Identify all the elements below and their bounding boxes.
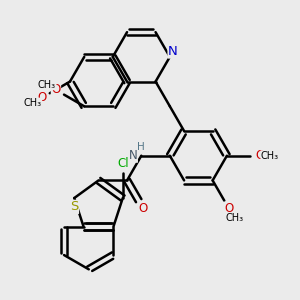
Text: CH₃: CH₃	[261, 151, 279, 161]
Text: CH₃: CH₃	[24, 98, 42, 108]
Text: N: N	[168, 45, 178, 58]
Text: H: H	[137, 142, 145, 152]
Text: O: O	[255, 149, 264, 162]
Text: Cl: Cl	[117, 157, 129, 170]
Text: N: N	[129, 149, 137, 162]
Text: O: O	[224, 202, 234, 215]
Text: CH₃: CH₃	[225, 213, 243, 223]
Text: O: O	[37, 92, 46, 104]
Text: CH₃: CH₃	[38, 80, 56, 90]
Text: O: O	[51, 83, 61, 97]
Text: S: S	[70, 200, 79, 213]
Text: O: O	[139, 202, 148, 215]
